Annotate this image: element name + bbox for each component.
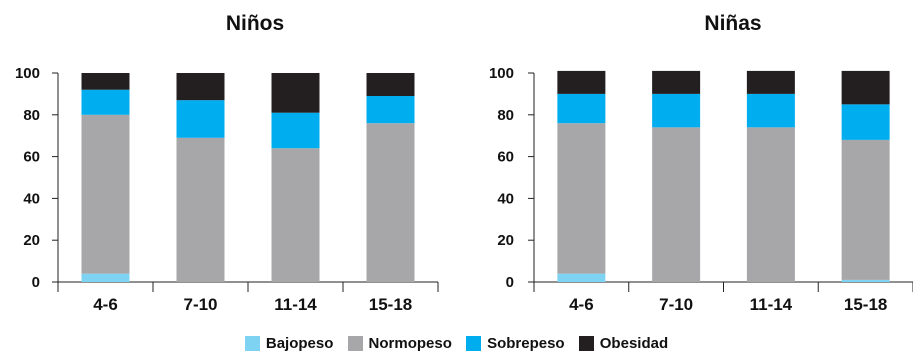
bar-segment-normopeso <box>841 139 890 280</box>
legend-swatch-bajopeso <box>244 336 260 351</box>
bar-segment-normopeso <box>366 123 415 282</box>
x-tick-label: 15-18 <box>369 295 412 314</box>
bar-segment-obesidad <box>841 70 890 105</box>
legend-swatch-sobrepeso <box>466 336 482 351</box>
bar-segment-obesidad <box>366 73 415 96</box>
legend-item-obesidad: Obesidad <box>578 335 669 352</box>
y-tick-label: 80 <box>23 107 40 124</box>
bar-segment-sobrepeso <box>271 112 320 149</box>
legend-item-sobrepeso: Sobrepeso <box>466 335 565 352</box>
bar-segment-obesidad <box>557 70 606 94</box>
y-tick-label: 20 <box>497 232 514 249</box>
legend-swatch-obesidad <box>578 336 594 351</box>
legend: Bajopeso Normopeso Sobrepeso Obesidad <box>0 335 913 355</box>
x-tick-label: 15-18 <box>844 295 887 314</box>
bar-segment-sobrepeso <box>557 93 606 124</box>
bar-segment-obesidad <box>176 73 225 101</box>
y-tick-label: 60 <box>23 149 40 166</box>
legend-label: Sobrepeso <box>487 335 565 352</box>
x-tick-label: 4-6 <box>93 295 118 314</box>
y-tick-label: 0 <box>32 274 40 291</box>
legend-label: Bajopeso <box>265 335 334 352</box>
chart-title-ninos: Niños <box>225 12 285 35</box>
bar-segment-obesidad <box>271 73 320 113</box>
x-tick-label: 4-6 <box>569 295 594 314</box>
bar-segment-bajopeso <box>557 273 606 282</box>
y-tick-label: 100 <box>489 65 514 82</box>
legend-swatch-normopeso <box>347 336 363 351</box>
chart-title-ninas: Niñas <box>704 12 762 35</box>
bar-segment-sobrepeso <box>81 89 130 115</box>
bar-segment-normopeso <box>176 137 225 282</box>
bar-segment-sobrepeso <box>176 100 225 138</box>
bar-segment-sobrepeso <box>366 95 415 124</box>
y-tick-label: 40 <box>497 190 514 207</box>
bar-segment-obesidad <box>746 70 795 94</box>
bar-segment-normopeso <box>271 148 320 282</box>
bar-segment-sobrepeso <box>841 104 890 140</box>
y-tick-label: 20 <box>23 232 40 249</box>
bar-segment-normopeso <box>746 127 795 282</box>
legend-label: Normopeso <box>368 335 452 352</box>
bar-segment-normopeso <box>81 114 130 274</box>
bar-segment-obesidad <box>81 73 130 90</box>
y-tick-label: 100 <box>15 65 40 82</box>
legend-label: Obesidad <box>599 335 669 352</box>
y-tick-label: 0 <box>506 274 514 291</box>
bar-segment-normopeso <box>652 127 701 282</box>
bar-segment-obesidad <box>652 70 701 94</box>
y-tick-label: 40 <box>23 190 40 207</box>
bar-segment-normopeso <box>557 123 606 274</box>
bar-segment-bajopeso <box>841 279 890 282</box>
x-tick-label: 7-10 <box>659 295 693 314</box>
bar-segment-sobrepeso <box>746 93 795 128</box>
bar-segment-sobrepeso <box>652 93 701 128</box>
bar-segment-bajopeso <box>81 273 130 282</box>
x-tick-label: 11-14 <box>274 295 317 314</box>
y-tick-label: 80 <box>497 107 514 124</box>
legend-item-normopeso: Normopeso <box>347 335 452 352</box>
legend-item-bajopeso: Bajopeso <box>244 335 334 352</box>
x-tick-label: 11-14 <box>750 295 793 314</box>
charts-canvas: 0 20 40 60 80 100 4-6 7-10 11-14 15-18 0 20 40 60 80 10… <box>15 65 913 314</box>
x-tick-label: 7-10 <box>183 295 217 314</box>
y-tick-label: 60 <box>497 149 514 166</box>
